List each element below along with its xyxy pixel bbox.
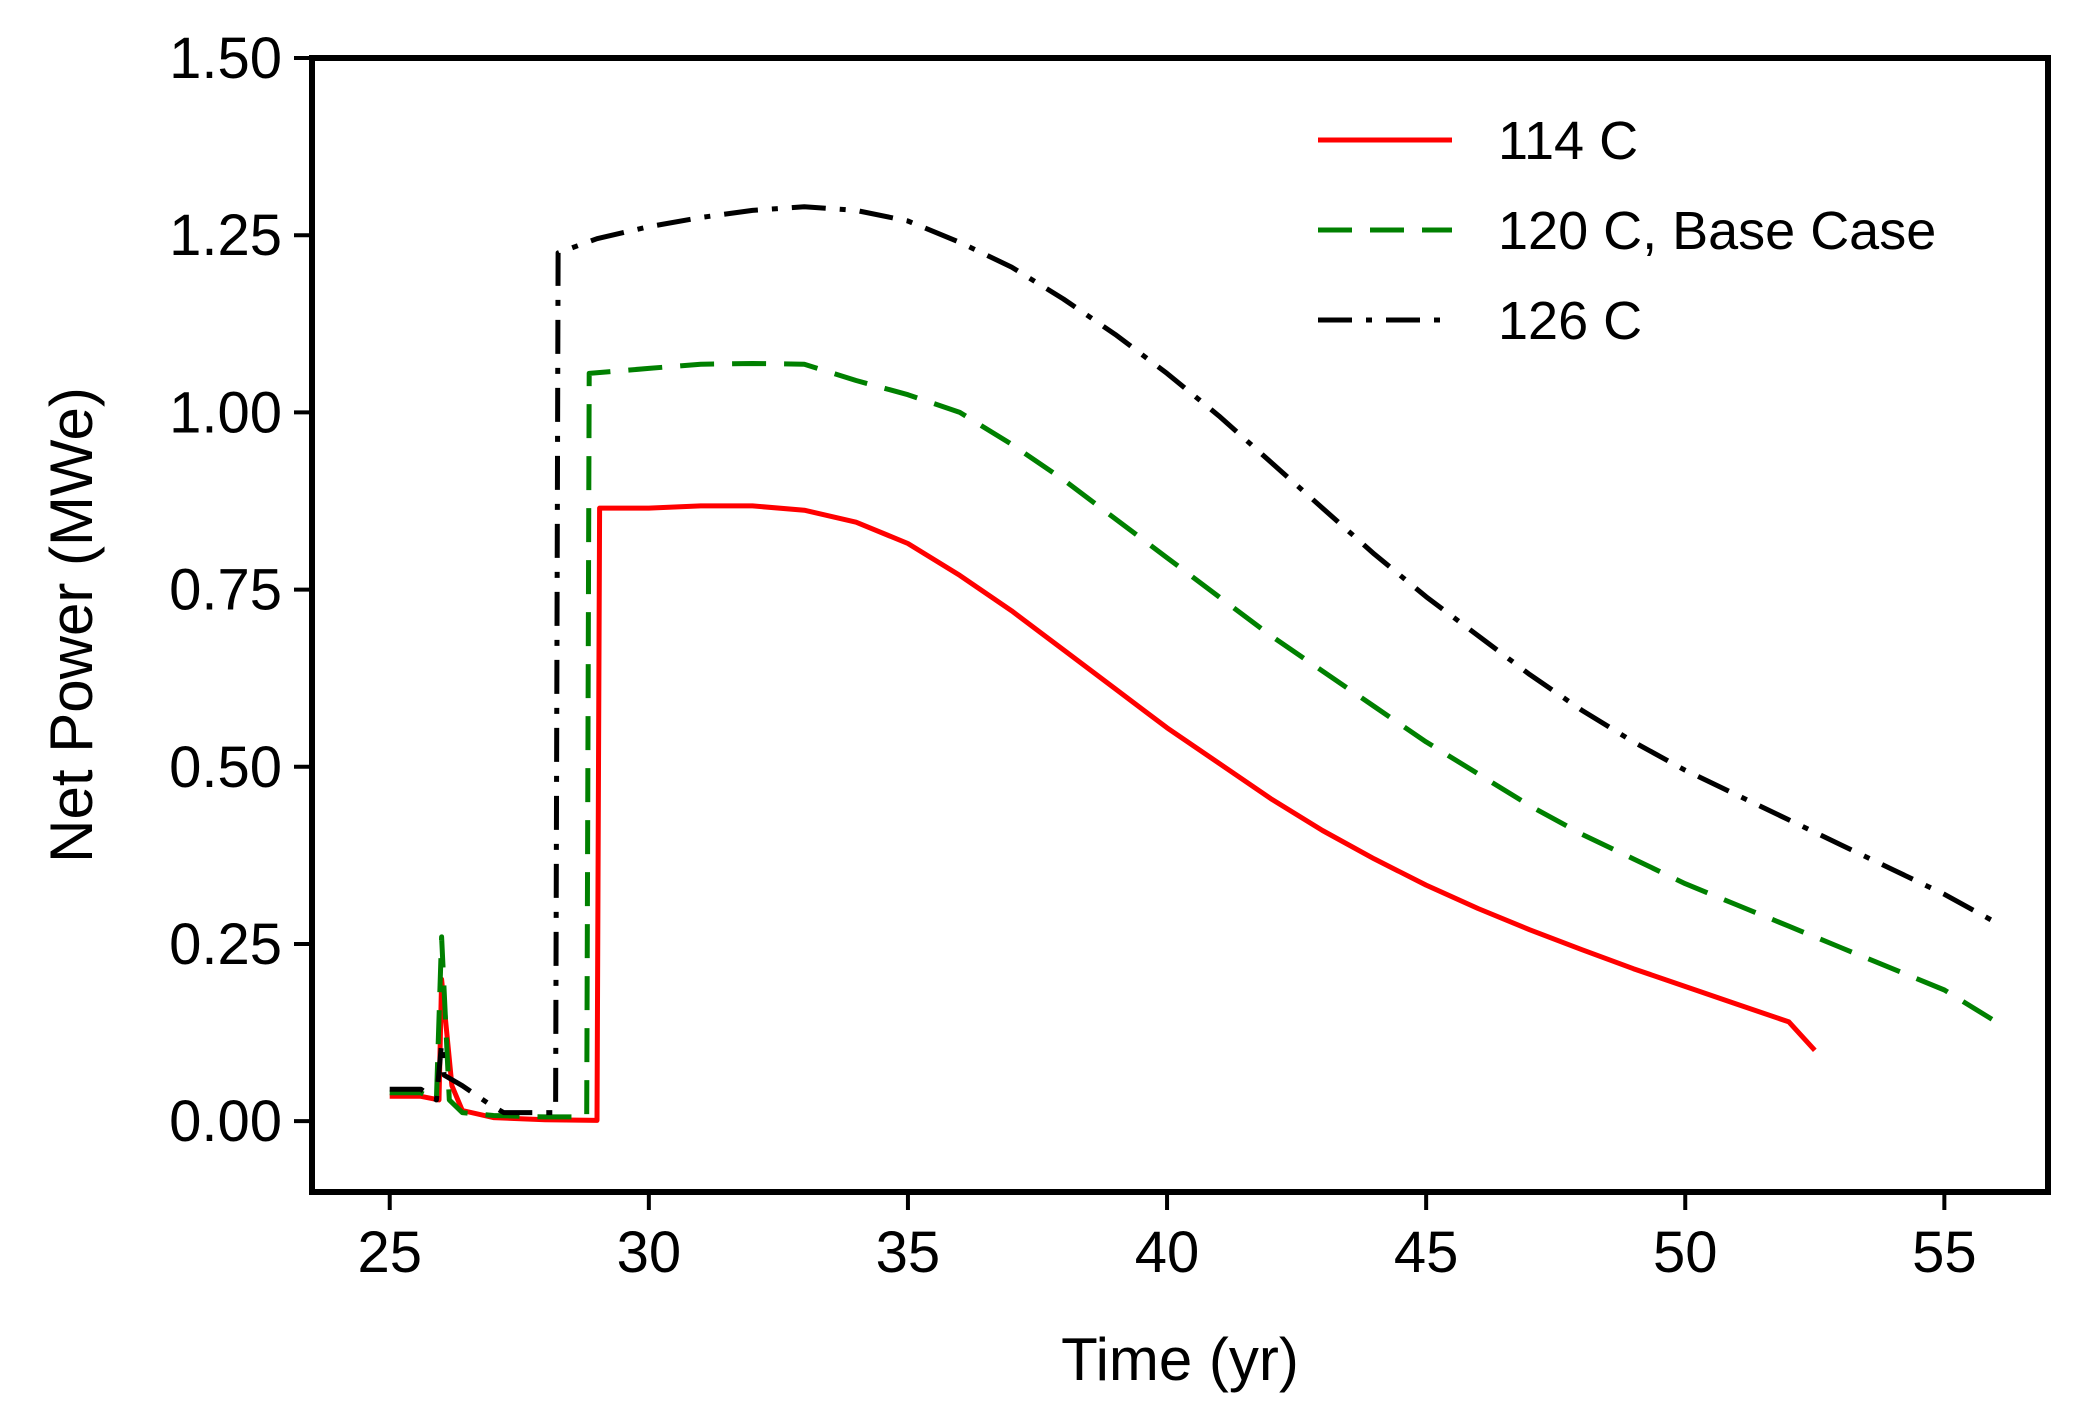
legend-label-1: 114 C: [1498, 111, 1638, 171]
y-tick-label: 1.25: [169, 203, 282, 268]
legend-label-2: 120 C, Base Case: [1498, 201, 1936, 261]
y-tick-label: 0.75: [169, 558, 282, 623]
legend-label-3: 126 C: [1498, 291, 1642, 351]
x-tick-label: 50: [1653, 1220, 1718, 1285]
x-axis-label: Time (yr): [1061, 1326, 1299, 1393]
x-tick-label: 30: [617, 1220, 682, 1285]
legend: 114 C 120 C, Base Case 126 C: [1318, 111, 1936, 351]
series-line-2: [389, 361, 1998, 1120]
series-line-1: [389, 503, 1817, 1123]
series-layer: [389, 204, 1998, 1123]
y-axis: 0.00 0.25 0.50 0.75 1.00 1.25 1.50: [169, 26, 312, 1154]
x-tick-label: 55: [1912, 1220, 1977, 1285]
x-tick-label: 25: [357, 1220, 422, 1285]
x-tick-label: 45: [1394, 1220, 1459, 1285]
x-axis: 25 30 35 40 45 50 55: [357, 1192, 1977, 1285]
y-axis-label: Net Power (MWe): [38, 387, 105, 863]
y-tick-label: 0.25: [169, 912, 282, 977]
plot-frame: [309, 55, 2051, 1195]
y-tick-label: 0.00: [169, 1089, 282, 1154]
y-tick-label: 1.00: [169, 380, 282, 445]
x-tick-label: 35: [876, 1220, 941, 1285]
y-tick-label: 0.50: [169, 735, 282, 800]
y-tick-label: 1.50: [169, 26, 282, 91]
series-line-3: [389, 204, 1998, 1116]
x-tick-label: 40: [1135, 1220, 1200, 1285]
